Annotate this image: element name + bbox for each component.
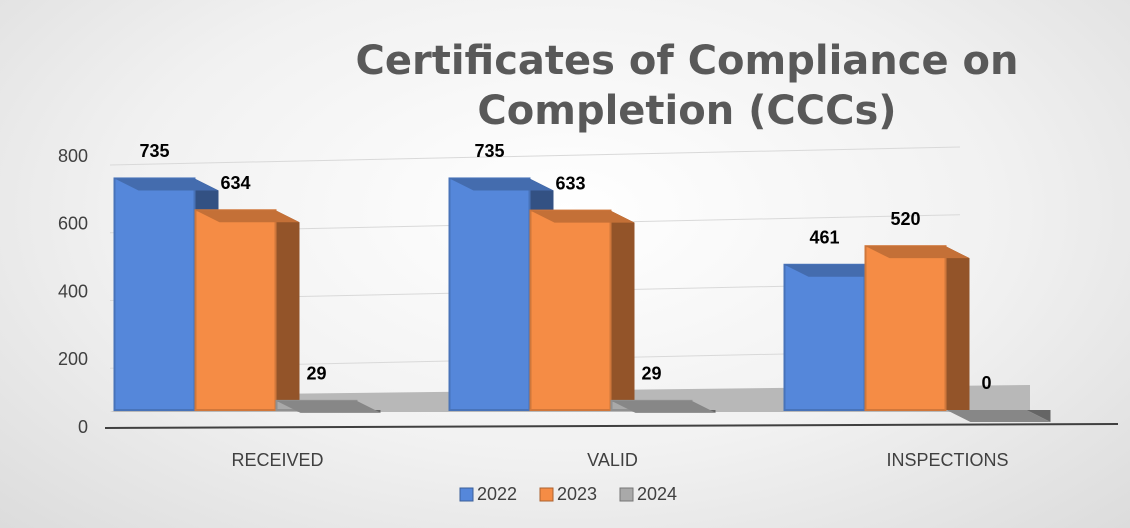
bar-top (946, 410, 1051, 422)
bar (113, 177, 196, 411)
legend-label: 2023 (557, 484, 597, 504)
y-tick-label: 600 (58, 214, 88, 234)
bar-side (275, 210, 300, 410)
bar-top (530, 210, 635, 223)
y-tick-label: 200 (58, 349, 88, 369)
legend-label: 2024 (637, 484, 677, 504)
x-tick-label: INSPECTIONS (886, 450, 1008, 470)
bar-top (114, 178, 219, 191)
value-label: 735 (474, 141, 504, 161)
y-tick-label: 0 (78, 417, 88, 437)
chart-title: Certificates of Compliance on Completion… (355, 38, 1019, 134)
legend-swatch (459, 487, 474, 502)
bar-top (449, 178, 554, 191)
value-label: 29 (306, 364, 326, 384)
value-label: 0 (981, 373, 991, 393)
bar-side (945, 246, 970, 410)
legend-swatch (539, 487, 554, 502)
bar-top (276, 400, 381, 413)
value-label: 735 (139, 141, 169, 161)
y-tick-label: 400 (58, 281, 88, 301)
x-tick-label: RECEIVED (231, 450, 323, 470)
bar (783, 263, 866, 411)
y-tick-label: 800 (58, 146, 88, 166)
bar (529, 209, 612, 411)
bar-top (611, 400, 716, 413)
grid-line (109, 146, 961, 166)
x-tick-label: VALID (587, 450, 638, 470)
bar-top (865, 246, 970, 259)
value-label: 461 (809, 228, 839, 248)
bar-top (195, 210, 300, 223)
legend-swatch (619, 487, 634, 502)
legend-label: 2022 (477, 484, 517, 504)
bar (448, 177, 531, 411)
value-label: 29 (641, 364, 661, 384)
bar (194, 209, 277, 411)
x-axis (104, 423, 1119, 429)
bar-top (784, 264, 889, 277)
value-label: 634 (220, 173, 250, 193)
value-label: 520 (890, 209, 920, 229)
value-label: 633 (555, 173, 585, 193)
bar (864, 245, 947, 411)
bar-side (610, 210, 635, 410)
